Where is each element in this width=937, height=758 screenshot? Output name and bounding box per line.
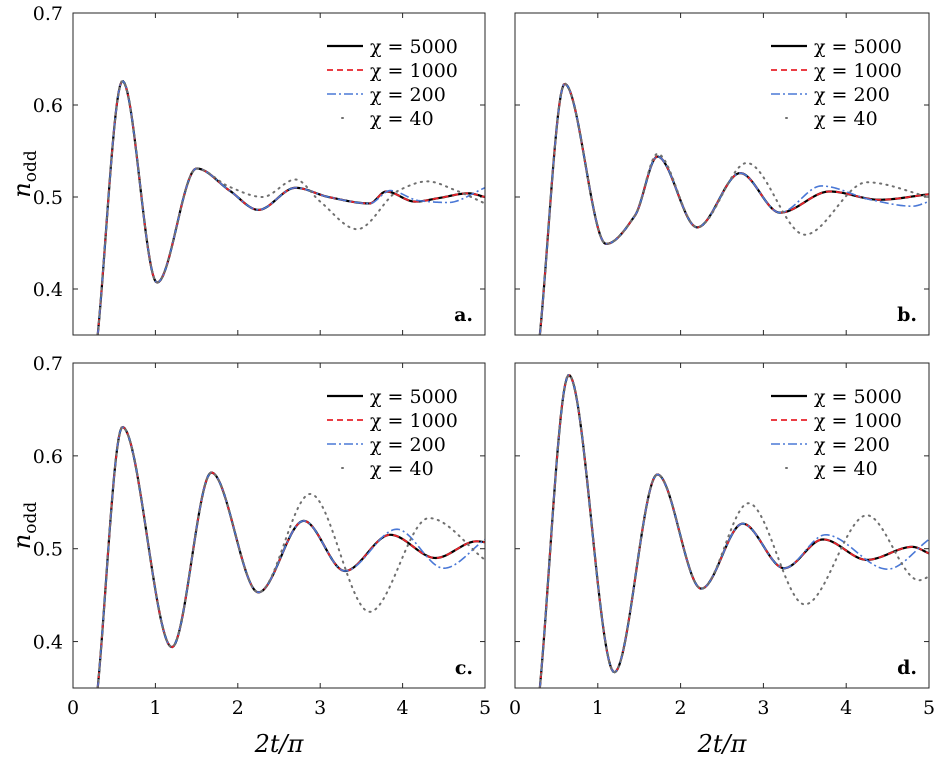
series-group [538, 82, 929, 335]
legend-label: χ = 40 [814, 458, 878, 480]
y-axis-label-sub: odd [21, 150, 41, 182]
series-group [96, 425, 485, 688]
series-line-chi1000 [538, 82, 929, 335]
y-axis-label-sub: odd [21, 502, 41, 534]
panel-label: c. [455, 657, 473, 679]
y-axis-label: nodd [8, 502, 41, 550]
panel-label: b. [897, 304, 917, 326]
series-line-chi40 [96, 80, 485, 335]
y-tick-label: 0.5 [33, 187, 63, 209]
x-tick-label: 3 [314, 697, 326, 719]
x-tick-label: 4 [397, 697, 409, 719]
series-line-chi40 [538, 374, 929, 688]
y-tick-label: 0.6 [33, 446, 63, 468]
x-axis-label: 2t/π [697, 730, 748, 758]
legend-label: χ = 200 [814, 84, 890, 106]
legend-label: χ = 1000 [370, 60, 458, 82]
y-tick-label: 0.5 [33, 539, 63, 561]
y-tick-label: 0.4 [33, 632, 63, 654]
axes-box [514, 12, 930, 336]
x-tick-label: 0 [67, 697, 79, 719]
legend-label: χ = 1000 [814, 410, 902, 432]
legend-label: χ = 200 [370, 84, 446, 106]
legend-label: χ = 200 [814, 434, 890, 456]
legend-label: χ = 5000 [814, 386, 902, 408]
y-axis-label-main: n [8, 534, 36, 549]
panel-label: a. [454, 304, 473, 326]
x-axis-label: 2t/π [254, 730, 305, 758]
y-tick-label: 0.4 [33, 279, 63, 301]
y-tick-label: 0.7 [33, 3, 63, 25]
series-group [96, 79, 485, 335]
axes-box [514, 362, 930, 689]
y-axis-label: nodd [8, 150, 41, 198]
series-line-chi200 [96, 80, 485, 335]
x-tick-label: 5 [479, 697, 491, 719]
y-tick-label: 0.7 [33, 353, 63, 375]
legend-label: χ = 5000 [370, 386, 458, 408]
axes-box [72, 12, 486, 336]
axes-box [72, 362, 486, 689]
x-tick-label: 1 [149, 697, 161, 719]
x-tick-label: 3 [757, 697, 769, 719]
legend-label: χ = 1000 [370, 410, 458, 432]
legend-label: χ = 40 [814, 108, 878, 130]
series-line-chi200 [539, 374, 929, 688]
series-line-chi40 [96, 426, 485, 688]
x-tick-label: 1 [592, 697, 604, 719]
series-line-chi40 [538, 82, 929, 335]
x-tick-label: 0 [509, 697, 521, 719]
x-tick-label: 5 [923, 697, 935, 719]
legend-label: χ = 1000 [814, 60, 902, 82]
x-tick-label: 2 [232, 697, 244, 719]
legend-label: χ = 40 [370, 108, 434, 130]
x-tick-label: 2 [675, 697, 687, 719]
series-line-chi200 [96, 426, 485, 688]
legend-label: χ = 5000 [814, 36, 902, 58]
panel-label: d. [897, 657, 917, 679]
legend-label: χ = 40 [370, 458, 434, 480]
y-tick-label: 0.6 [33, 95, 63, 117]
series-group [538, 374, 929, 688]
y-axis-label-main: n [8, 182, 36, 197]
series-line-chi200 [539, 83, 929, 335]
x-tick-label: 4 [840, 697, 852, 719]
legend-label: χ = 5000 [370, 36, 458, 58]
legend-label: χ = 200 [370, 434, 446, 456]
